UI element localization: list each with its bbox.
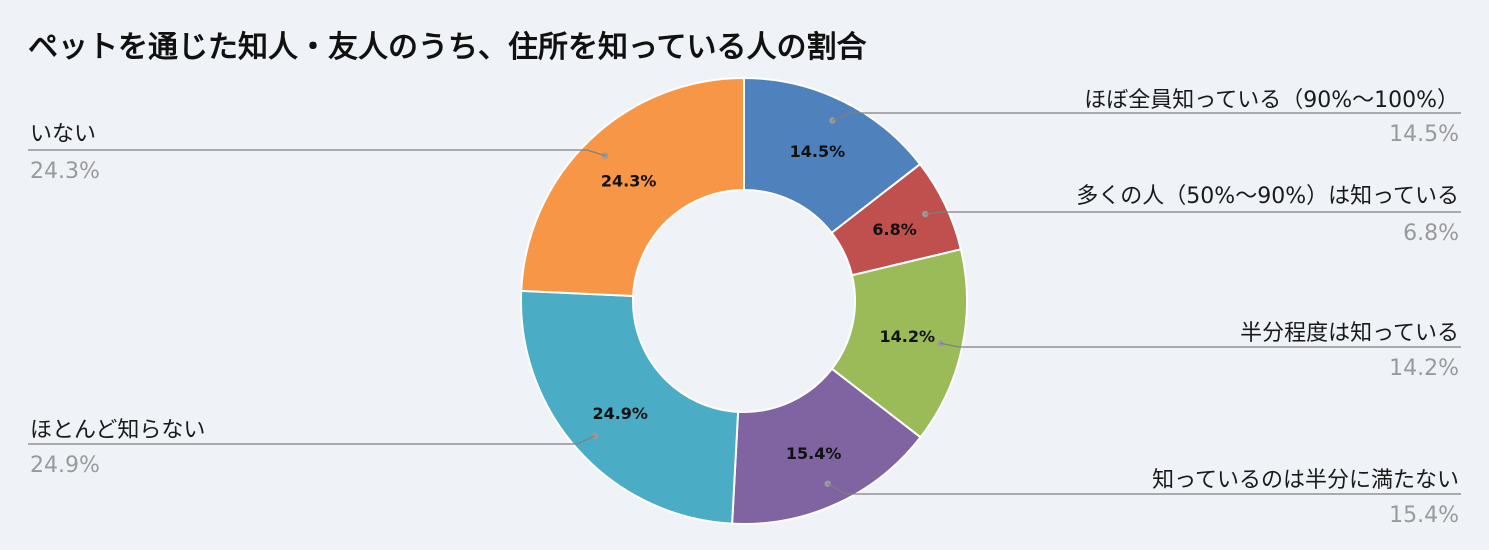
slice-value-label: 14.2% bbox=[880, 327, 936, 346]
donut-slice bbox=[520, 76, 745, 297]
donut-slice bbox=[731, 367, 922, 525]
leader-line bbox=[925, 211, 1461, 215]
leader-line bbox=[940, 342, 1461, 348]
slice-value-label: 15.4% bbox=[786, 444, 842, 463]
slice-value-label: 24.3% bbox=[601, 171, 657, 190]
callout-label: 半分程度は知っている bbox=[1240, 321, 1459, 346]
callout-value: 6.8% bbox=[1403, 221, 1459, 246]
leader-line bbox=[28, 149, 606, 157]
chart-title: ペットを通じた知人・友人のうち、住所を知っている人の割合 bbox=[28, 30, 867, 65]
callout-value: 24.9% bbox=[30, 453, 100, 478]
donut-slice bbox=[743, 76, 922, 235]
callout-label: 知っているのは半分に満たない bbox=[1152, 468, 1459, 493]
leader-line bbox=[827, 483, 1461, 495]
leader-line bbox=[832, 112, 1461, 122]
slice-value-label: 14.5% bbox=[790, 142, 846, 161]
callout-label: ほとんど知らない bbox=[30, 418, 205, 443]
callout-value: 15.4% bbox=[1389, 503, 1459, 528]
callout-label: 多くの人（50%〜90%）は知っている bbox=[1076, 184, 1459, 209]
slice-value-label: 24.9% bbox=[592, 404, 648, 423]
leader-line bbox=[28, 435, 596, 445]
callout-value: 14.5% bbox=[1389, 122, 1459, 147]
donut-slice bbox=[520, 289, 740, 525]
callout-value: 24.3% bbox=[30, 159, 100, 184]
callout-label: ほぼ全員知っている（90%〜100%） bbox=[1084, 88, 1459, 113]
leader-dot bbox=[591, 432, 599, 440]
slice-value-label: 6.8% bbox=[872, 220, 916, 239]
callout-label: いない bbox=[30, 122, 96, 147]
callout-value: 14.2% bbox=[1389, 356, 1459, 381]
